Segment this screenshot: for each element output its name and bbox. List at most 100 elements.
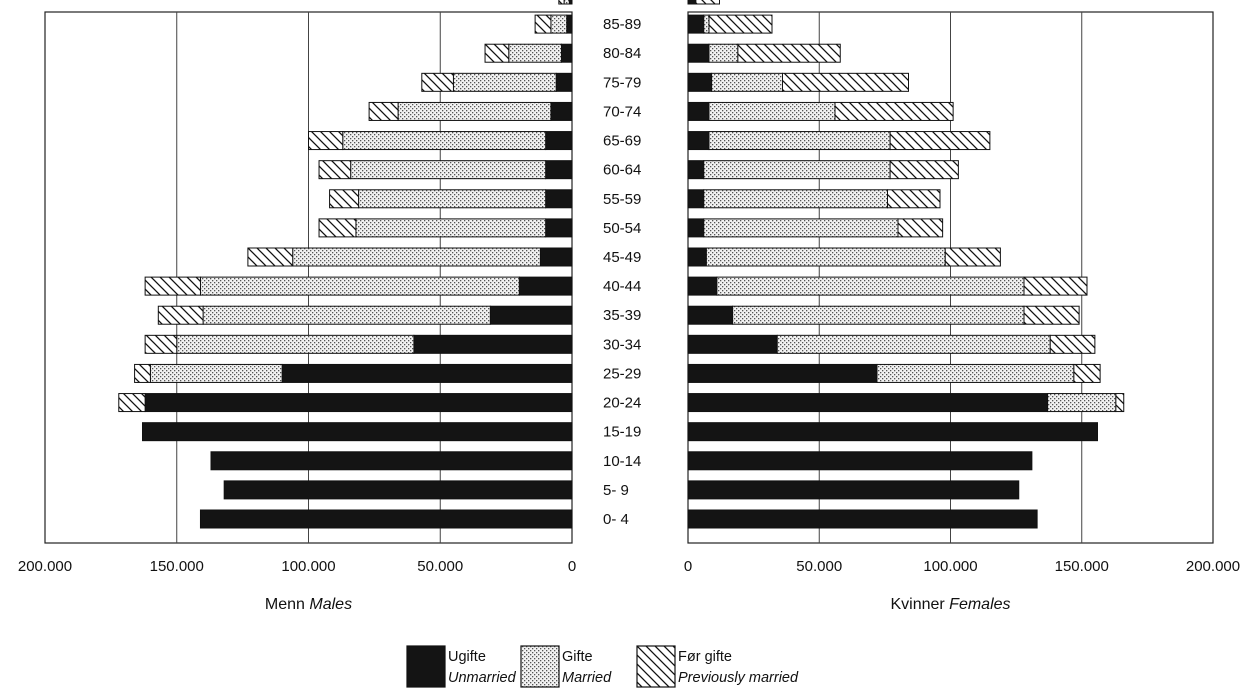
males-married-bar	[358, 189, 547, 209]
females-tick-label: 50.000	[796, 558, 842, 575]
females-unmarried-bar	[687, 305, 734, 325]
males-previously-married-bar	[144, 334, 178, 354]
females-unmarried-bar	[687, 218, 705, 238]
females-previously-married-bar	[889, 160, 959, 180]
males-unmarried-bar	[141, 422, 573, 442]
males-married-bar	[452, 72, 557, 92]
males-previously-married-bar	[308, 131, 344, 151]
males-unmarried-bar	[545, 218, 573, 238]
females-married-bar	[703, 160, 891, 180]
females-previously-married-bar	[782, 72, 909, 92]
males-married-bar	[342, 131, 547, 151]
females-married-bar	[703, 14, 710, 34]
males-previously-married-bar	[329, 189, 360, 209]
males-unmarried-bar	[518, 276, 573, 296]
males-unmarried-bar	[413, 334, 573, 354]
males-unmarried-bar	[545, 160, 573, 180]
females-married-bar	[703, 218, 899, 238]
males-previously-married-bar	[118, 393, 146, 413]
males-unmarried-bar	[560, 43, 573, 63]
males-label-no: Menn	[265, 596, 309, 613]
legend-label: Før gifte	[678, 649, 732, 665]
males-unmarried-bar	[489, 305, 573, 325]
males-unmarried-bar	[539, 247, 573, 267]
males-unmarried-bar	[199, 509, 573, 529]
age-group-label: 45-49	[603, 249, 641, 266]
males-previously-married-bar	[318, 218, 357, 238]
males-tick-label: 200.000	[18, 558, 72, 575]
age-group-label: 70-74	[603, 103, 641, 120]
age-group-label: 10-14	[603, 453, 641, 470]
females-previously-married-bar	[737, 43, 841, 63]
females-previously-married-bar	[695, 0, 720, 5]
females-tick-label: 150.000	[1055, 558, 1109, 575]
females-unmarried-bar	[687, 72, 713, 92]
x-tick-labels: 200.000 150.000 100.000 50.000 0 0 50.000 100.0…	[18, 558, 1240, 575]
age-group-label: 0- 4	[603, 511, 629, 528]
females-label-no: Kvinner	[890, 596, 949, 613]
females-unmarried-bar	[687, 363, 878, 383]
females-previously-married-bar	[1073, 363, 1101, 383]
age-group-label: 65-69	[603, 133, 641, 150]
males-unmarried-bar	[566, 14, 573, 34]
legend-swatch-previously-married	[636, 645, 676, 688]
females-unmarried-bar	[687, 393, 1049, 413]
females-tick-label: 100.000	[923, 558, 977, 575]
females-previously-married-bar	[1023, 276, 1088, 296]
females-married-bar	[711, 72, 783, 92]
age-group-label: 60-64	[603, 162, 641, 179]
age-group-label: 55-59	[603, 191, 641, 208]
males-axis-label: Menn Males	[265, 596, 352, 613]
females-unmarried-bar	[687, 189, 705, 209]
females-unmarried-bar	[687, 422, 1098, 442]
females-unmarried-bar	[687, 43, 710, 63]
females-previously-married-bar	[1049, 334, 1096, 354]
legend-label-en: Previously married	[678, 670, 799, 686]
males-married-bar	[355, 218, 547, 238]
legend-label: Ugifte	[448, 649, 486, 665]
males-tick-label: 100.000	[281, 558, 335, 575]
males-previously-married-bar	[134, 363, 151, 383]
males-label-en: Males	[309, 596, 352, 613]
females-unmarried-bar	[687, 276, 718, 296]
males-previously-married-bar	[484, 43, 510, 63]
males-previously-married-bar	[247, 247, 294, 267]
males-married-bar	[350, 160, 547, 180]
age-group-label: 30-34	[603, 336, 641, 353]
females-unmarried-bar	[687, 334, 778, 354]
males-unmarried-bar	[210, 451, 573, 471]
males-unmarried-bar	[545, 189, 573, 209]
age-group-labels: 0- 4 5- 9 10-14 15-19 20-24 25-29 30-34 35-39 40…	[603, 0, 641, 528]
females-unmarried-bar	[687, 509, 1038, 529]
females-unmarried-bar	[687, 451, 1033, 471]
females-unmarried-bar	[687, 480, 1020, 500]
males-previously-married-bar	[144, 276, 201, 296]
males-married-bar	[292, 247, 541, 267]
males-unmarried-bar	[144, 393, 573, 413]
females-previously-married-bar	[889, 131, 991, 151]
females-previously-married-bar	[708, 14, 773, 34]
females-unmarried-bar	[687, 101, 710, 121]
males-unmarried-bar	[555, 72, 573, 92]
females-previously-married-bar	[1115, 393, 1125, 413]
females-married-bar	[708, 43, 739, 63]
females-tick-label: 200.000	[1186, 558, 1240, 575]
males-tick-label: 0	[568, 558, 576, 575]
legend-label: Gifte	[562, 649, 593, 665]
females-previously-married-bar	[1023, 305, 1080, 325]
bars	[118, 0, 1125, 529]
females-married-bar	[1047, 393, 1117, 413]
legend-swatch-unmarried	[406, 645, 446, 688]
males-previously-married-bar	[368, 101, 399, 121]
females-previously-married-bar	[897, 218, 944, 238]
males-married-bar	[397, 101, 552, 121]
females-married-bar	[776, 334, 1051, 354]
age-group-label: 50-54	[603, 220, 641, 237]
males-previously-married-bar	[421, 72, 454, 92]
age-group-label: 90-	[603, 0, 625, 4]
females-previously-married-bar	[944, 247, 1001, 267]
males-previously-married-bar	[534, 14, 552, 34]
age-group-label: 85-89	[603, 16, 641, 33]
males-married-bar	[149, 363, 283, 383]
